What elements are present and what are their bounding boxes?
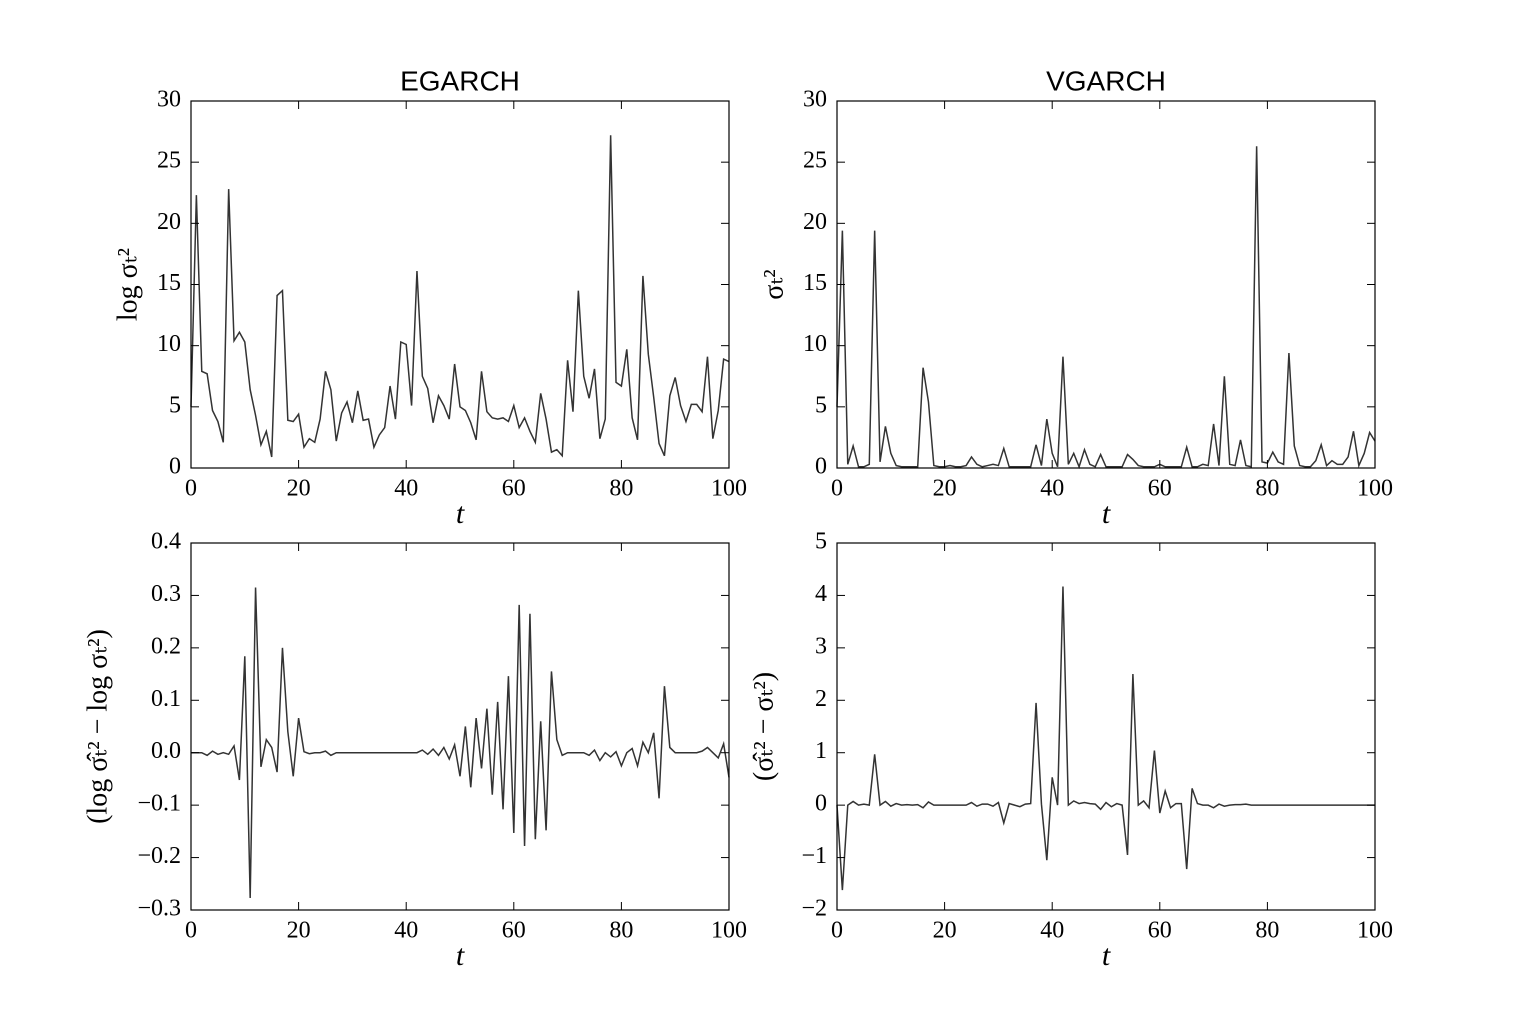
x-tick-label: 60 xyxy=(1148,918,1172,944)
y-tick-label: 0.0 xyxy=(151,738,181,764)
y-tick-label: −2 xyxy=(801,896,827,922)
x-tick-label: 0 xyxy=(831,918,843,944)
y-tick-label: −0.1 xyxy=(137,791,181,817)
y-tick-label: 10 xyxy=(157,331,181,357)
y-tick-label: 10 xyxy=(803,331,827,357)
x-tick-label: 40 xyxy=(1040,918,1064,944)
data-line xyxy=(190,135,730,458)
chart-title: EGARCH xyxy=(400,65,520,96)
x-tick-label: 80 xyxy=(609,918,633,944)
x-tick-label: 20 xyxy=(287,918,311,944)
y-tick-label: 0.3 xyxy=(151,581,181,607)
y-tick-label: 20 xyxy=(803,209,827,235)
x-tick-label: 80 xyxy=(1255,918,1279,944)
chart-title: VGARCH xyxy=(1046,65,1166,96)
x-axis-label: t xyxy=(456,939,465,972)
x-tick-label: 20 xyxy=(933,918,957,944)
x-tick-label: 80 xyxy=(609,476,633,502)
x-tick-label: 100 xyxy=(1357,476,1393,502)
axes-frame xyxy=(190,542,730,911)
x-tick-label: 0 xyxy=(185,476,197,502)
x-tick-label: 60 xyxy=(502,476,526,502)
y-tick-label: 25 xyxy=(157,148,181,174)
y-tick-label: 30 xyxy=(157,87,181,113)
y-axis-label: (σ̂ₜ² − σₜ²) xyxy=(748,672,779,781)
y-tick-label: 0 xyxy=(169,454,181,480)
y-tick-label: 5 xyxy=(815,392,827,418)
x-axis-label: t xyxy=(456,497,465,530)
y-axis-label: σₜ² xyxy=(758,269,789,299)
x-tick-label: 80 xyxy=(1255,476,1279,502)
data-line xyxy=(836,586,1375,891)
data-line xyxy=(191,587,730,898)
y-tick-label: 1 xyxy=(815,738,827,764)
y-tick-label: 5 xyxy=(815,529,827,555)
x-tick-label: 40 xyxy=(394,918,418,944)
y-tick-label: 15 xyxy=(157,270,181,296)
y-tick-label: 30 xyxy=(803,87,827,113)
x-tick-label: 0 xyxy=(831,476,843,502)
y-tick-label: 25 xyxy=(803,148,827,174)
x-tick-label: 40 xyxy=(1040,476,1064,502)
axes-frame xyxy=(836,542,1376,911)
y-tick-label: −0.2 xyxy=(137,843,181,869)
y-tick-label: 2 xyxy=(815,686,827,712)
x-tick-label: 60 xyxy=(502,918,526,944)
y-tick-label: 0.2 xyxy=(151,633,181,659)
axes-frame xyxy=(190,100,730,469)
y-tick-label: 0.1 xyxy=(151,686,181,712)
x-tick-label: 20 xyxy=(287,476,311,502)
x-axis-label: t xyxy=(1102,939,1111,972)
y-tick-label: 4 xyxy=(815,581,827,607)
x-tick-label: 100 xyxy=(1357,918,1393,944)
x-tick-label: 20 xyxy=(933,476,957,502)
y-tick-label: 3 xyxy=(815,633,827,659)
y-tick-label: 5 xyxy=(169,392,181,418)
y-tick-label: −1 xyxy=(801,843,827,869)
y-tick-label: 0 xyxy=(815,454,827,480)
y-axis-label: log σₜ² xyxy=(112,248,143,321)
y-tick-label: −0.3 xyxy=(137,896,181,922)
y-tick-label: 20 xyxy=(157,209,181,235)
y-tick-label: 0.4 xyxy=(151,529,181,555)
data-line xyxy=(836,146,1376,470)
y-tick-label: 0 xyxy=(815,791,827,817)
axes-frame xyxy=(836,100,1376,469)
x-tick-label: 40 xyxy=(394,476,418,502)
x-tick-label: 100 xyxy=(711,476,747,502)
x-tick-label: 0 xyxy=(185,918,197,944)
x-tick-label: 60 xyxy=(1148,476,1172,502)
y-axis-label: (log σ̂ₜ² − log σₜ²) xyxy=(82,629,113,824)
y-tick-label: 15 xyxy=(803,270,827,296)
x-axis-label: t xyxy=(1102,497,1111,530)
x-tick-label: 100 xyxy=(711,918,747,944)
